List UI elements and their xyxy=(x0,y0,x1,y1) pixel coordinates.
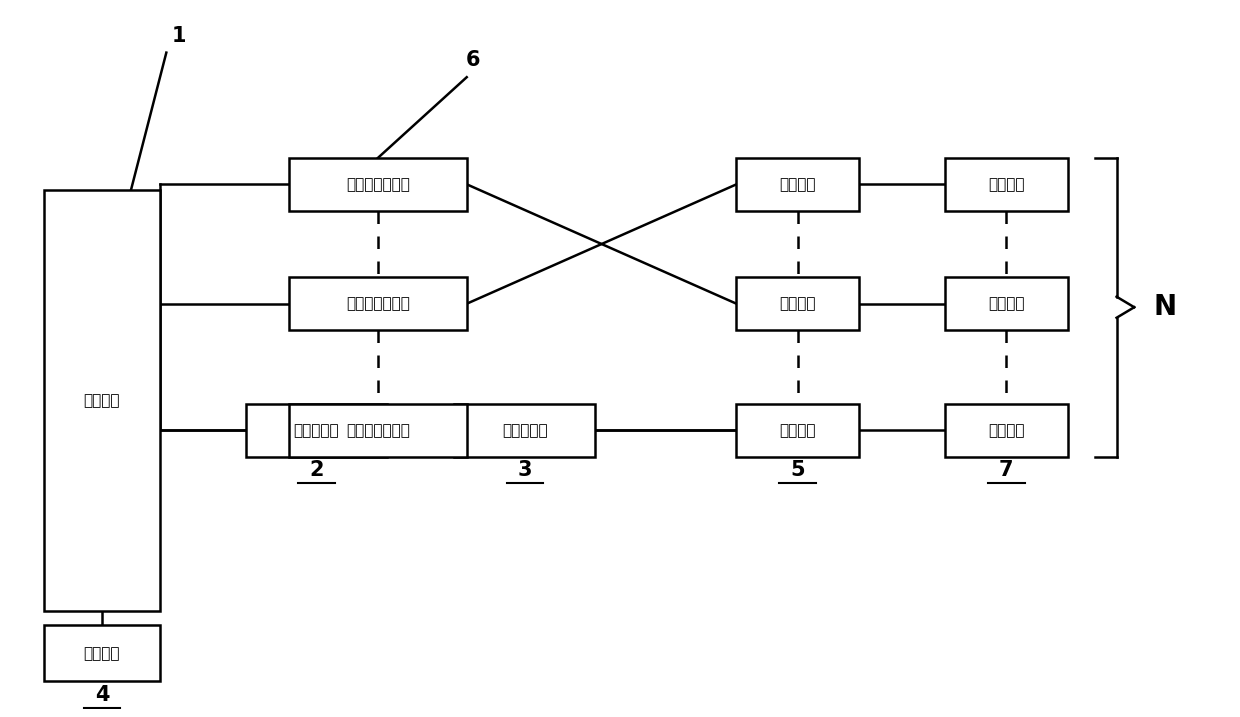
Bar xyxy=(737,277,859,330)
Bar xyxy=(43,625,160,681)
Text: 1: 1 xyxy=(171,26,186,46)
Text: 光分路探测单元: 光分路探测单元 xyxy=(346,422,409,437)
Text: N: N xyxy=(1153,293,1177,321)
Bar xyxy=(945,277,1068,330)
Text: 主控单元: 主控单元 xyxy=(84,393,120,408)
Bar xyxy=(289,158,466,211)
Text: 耦合单元: 耦合单元 xyxy=(780,296,816,311)
Bar xyxy=(246,404,387,457)
Text: 7: 7 xyxy=(999,460,1013,480)
Bar xyxy=(289,277,466,330)
Text: 光分路探测单元: 光分路探测单元 xyxy=(346,296,409,311)
Bar xyxy=(43,189,160,611)
Text: 耦合单元: 耦合单元 xyxy=(780,177,816,192)
Text: 待测光纤: 待测光纤 xyxy=(988,177,1024,192)
Text: 6: 6 xyxy=(465,50,480,70)
Text: 5: 5 xyxy=(790,460,805,480)
Bar xyxy=(945,404,1068,457)
Bar xyxy=(289,404,466,457)
Text: 3: 3 xyxy=(518,460,532,480)
Text: 光发送单元: 光发送单元 xyxy=(294,422,340,437)
Bar xyxy=(737,158,859,211)
Bar xyxy=(455,404,595,457)
Text: 光分路探测单元: 光分路探测单元 xyxy=(346,177,409,192)
Text: 光分路单元: 光分路单元 xyxy=(502,422,548,437)
Text: 耦合单元: 耦合单元 xyxy=(780,422,816,437)
Bar xyxy=(737,404,859,457)
Text: 2: 2 xyxy=(309,460,324,480)
Text: 4: 4 xyxy=(94,685,109,705)
Text: 示波单元: 示波单元 xyxy=(84,646,120,660)
Bar xyxy=(945,158,1068,211)
Text: 待测光纤: 待测光纤 xyxy=(988,422,1024,437)
Text: 待测光纤: 待测光纤 xyxy=(988,296,1024,311)
